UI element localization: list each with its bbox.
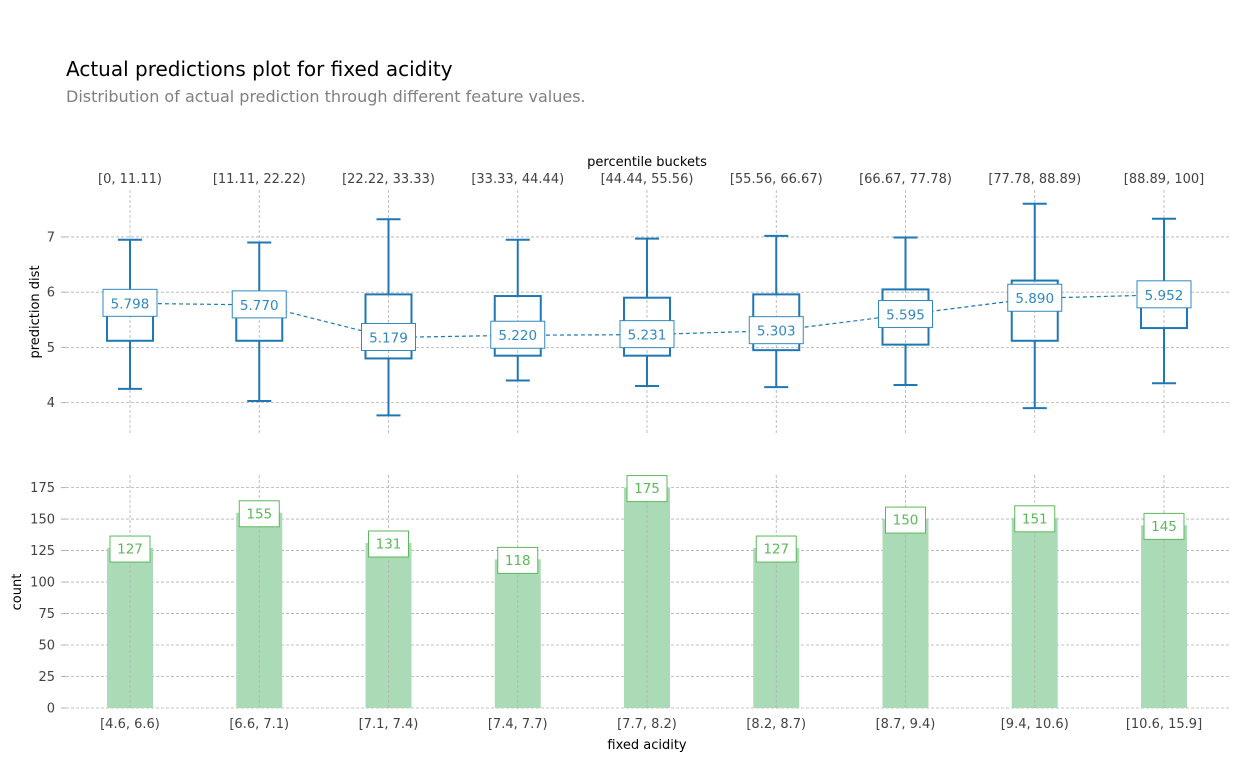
count-label: 131 (376, 537, 402, 553)
box-item: 5.595 (878, 236, 933, 386)
mean-label: 5.231 (628, 328, 667, 344)
mean-label: 5.770 (240, 298, 279, 314)
count-label-group: 131 (368, 530, 409, 558)
bar-x-tick-label: [9.4, 10.6) (1001, 717, 1069, 732)
count-label-group: 175 (626, 475, 668, 503)
bar-y-tick-label: 25 (38, 670, 55, 685)
bar-y-tick-label: 75 (38, 607, 55, 622)
count-label-box (885, 506, 926, 534)
mean-label-box (490, 320, 546, 349)
box-item: 5.770 (231, 241, 287, 402)
mean-label: 5.798 (111, 296, 150, 312)
percentile-bucket-label: [0, 11.11) (98, 172, 162, 187)
bar-y-tick-label: 125 (30, 544, 55, 559)
bar-x-tick-label: [7.7, 8.2) (617, 717, 677, 732)
count-label: 127 (763, 542, 789, 558)
percentile-bucket-label: [33.33, 44.44) (471, 172, 564, 187)
count-label-box (1143, 512, 1185, 540)
mean-label-box (1136, 280, 1192, 309)
box-y-tick-label: 6 (47, 286, 55, 301)
count-label: 151 (1022, 511, 1048, 527)
mean-label: 5.890 (1015, 291, 1054, 307)
box-item: 5.798 (102, 238, 158, 390)
count-label-box (238, 500, 280, 528)
mean-label-box (878, 300, 933, 329)
bar-y-tick-label: 100 (30, 576, 55, 591)
bar-x-tick-label: [8.7, 9.4) (876, 717, 936, 732)
box-item: 5.220 (490, 238, 546, 382)
mean-label: 5.952 (1145, 288, 1184, 304)
count-label: 127 (117, 542, 143, 558)
box-item: 5.231 (619, 237, 675, 388)
box-item: 5.890 (1007, 202, 1063, 410)
chart-subtitle: Distribution of actual prediction throug… (66, 87, 586, 106)
count-label: 150 (893, 513, 919, 529)
count-label-group: 127 (755, 535, 797, 563)
mean-label-box (1007, 283, 1063, 312)
box-y-tick-label: 7 (47, 230, 55, 245)
bar-x-tick-label: [10.6, 15.9] (1126, 717, 1202, 732)
count-label-box (497, 546, 539, 574)
bar-x-tick-label: [6.6, 7.1) (229, 717, 289, 732)
count-label-group: 127 (109, 535, 151, 563)
mean-label-box (619, 320, 675, 349)
bar-plot-panel: 0 25 50 75 100 125 150 175 count fixed acidity [4.… (10, 475, 1229, 753)
count-label: 175 (634, 481, 660, 497)
box-y-axis-label: prediction dist (28, 265, 43, 358)
percentile-bucket-label: [77.78, 88.89) (988, 172, 1081, 187)
percentile-bucket-label: [88.89, 100] (1124, 172, 1204, 187)
box-item: 5.179 (361, 218, 416, 417)
mean-label: 5.179 (369, 331, 408, 347)
percentile-bucket-label: [11.11, 22.22) (213, 172, 306, 187)
box-y-tick-label: 5 (47, 341, 55, 356)
percentile-bucket-label: [66.67, 77.78) (859, 172, 952, 187)
bar-x-axis-label: fixed acidity (607, 738, 687, 753)
mean-label-box (361, 323, 416, 352)
box-item: 5.303 (748, 234, 804, 389)
count-label-box (755, 535, 797, 563)
bar-y-tick-label: 0 (47, 702, 55, 717)
count-label-group: 118 (497, 546, 539, 574)
percentile-bucket-label: [55.56, 66.67) (730, 172, 823, 187)
count-label-group: 151 (1014, 505, 1056, 533)
count-bar (494, 559, 541, 708)
bar-x-tick-label: [4.6, 6.6) (100, 717, 160, 732)
count-label-box (368, 530, 409, 558)
bar-x-tick-label: [7.1, 7.4) (359, 717, 419, 732)
mean-label-box (748, 316, 804, 345)
percentile-bucket-label: [22.22, 33.33) (342, 172, 435, 187)
box-plot-panel: 4 5 6 7 [0, 11.11) [11.11, 22.22) [22.22, 33.3… (28, 155, 1229, 433)
count-label-group: 150 (885, 506, 926, 534)
count-label: 155 (246, 506, 272, 522)
bar-y-axis-label: count (10, 574, 25, 611)
box-y-tick-label: 4 (47, 396, 55, 411)
percentile-bucket-label: [44.44, 55.56) (601, 172, 694, 187)
bar-y-tick-label: 175 (30, 481, 55, 496)
bar-y-tick-label: 150 (30, 513, 55, 528)
count-label-group: 155 (238, 500, 280, 528)
count-label-group: 145 (1143, 512, 1185, 540)
count-label: 145 (1151, 519, 1177, 535)
count-label-box (1014, 505, 1056, 533)
count-label-box (109, 535, 151, 563)
percentile-buckets-axis-title: percentile buckets (587, 155, 707, 170)
chart-title: Actual predictions plot for fixed acidit… (66, 57, 453, 81)
bar-x-tick-label: [7.4, 7.7) (488, 717, 548, 732)
bar-y-tick-label: 50 (38, 639, 55, 654)
bar-x-tick-label: [8.2, 8.7) (746, 717, 806, 732)
mean-label-box (231, 290, 287, 319)
mean-label: 5.595 (886, 308, 925, 324)
mean-label: 5.303 (757, 324, 796, 340)
mean-label: 5.220 (498, 328, 537, 344)
count-label-box (626, 475, 668, 503)
box-item: 5.952 (1136, 217, 1192, 385)
count-label: 118 (505, 553, 531, 569)
mean-label-box (102, 288, 158, 317)
